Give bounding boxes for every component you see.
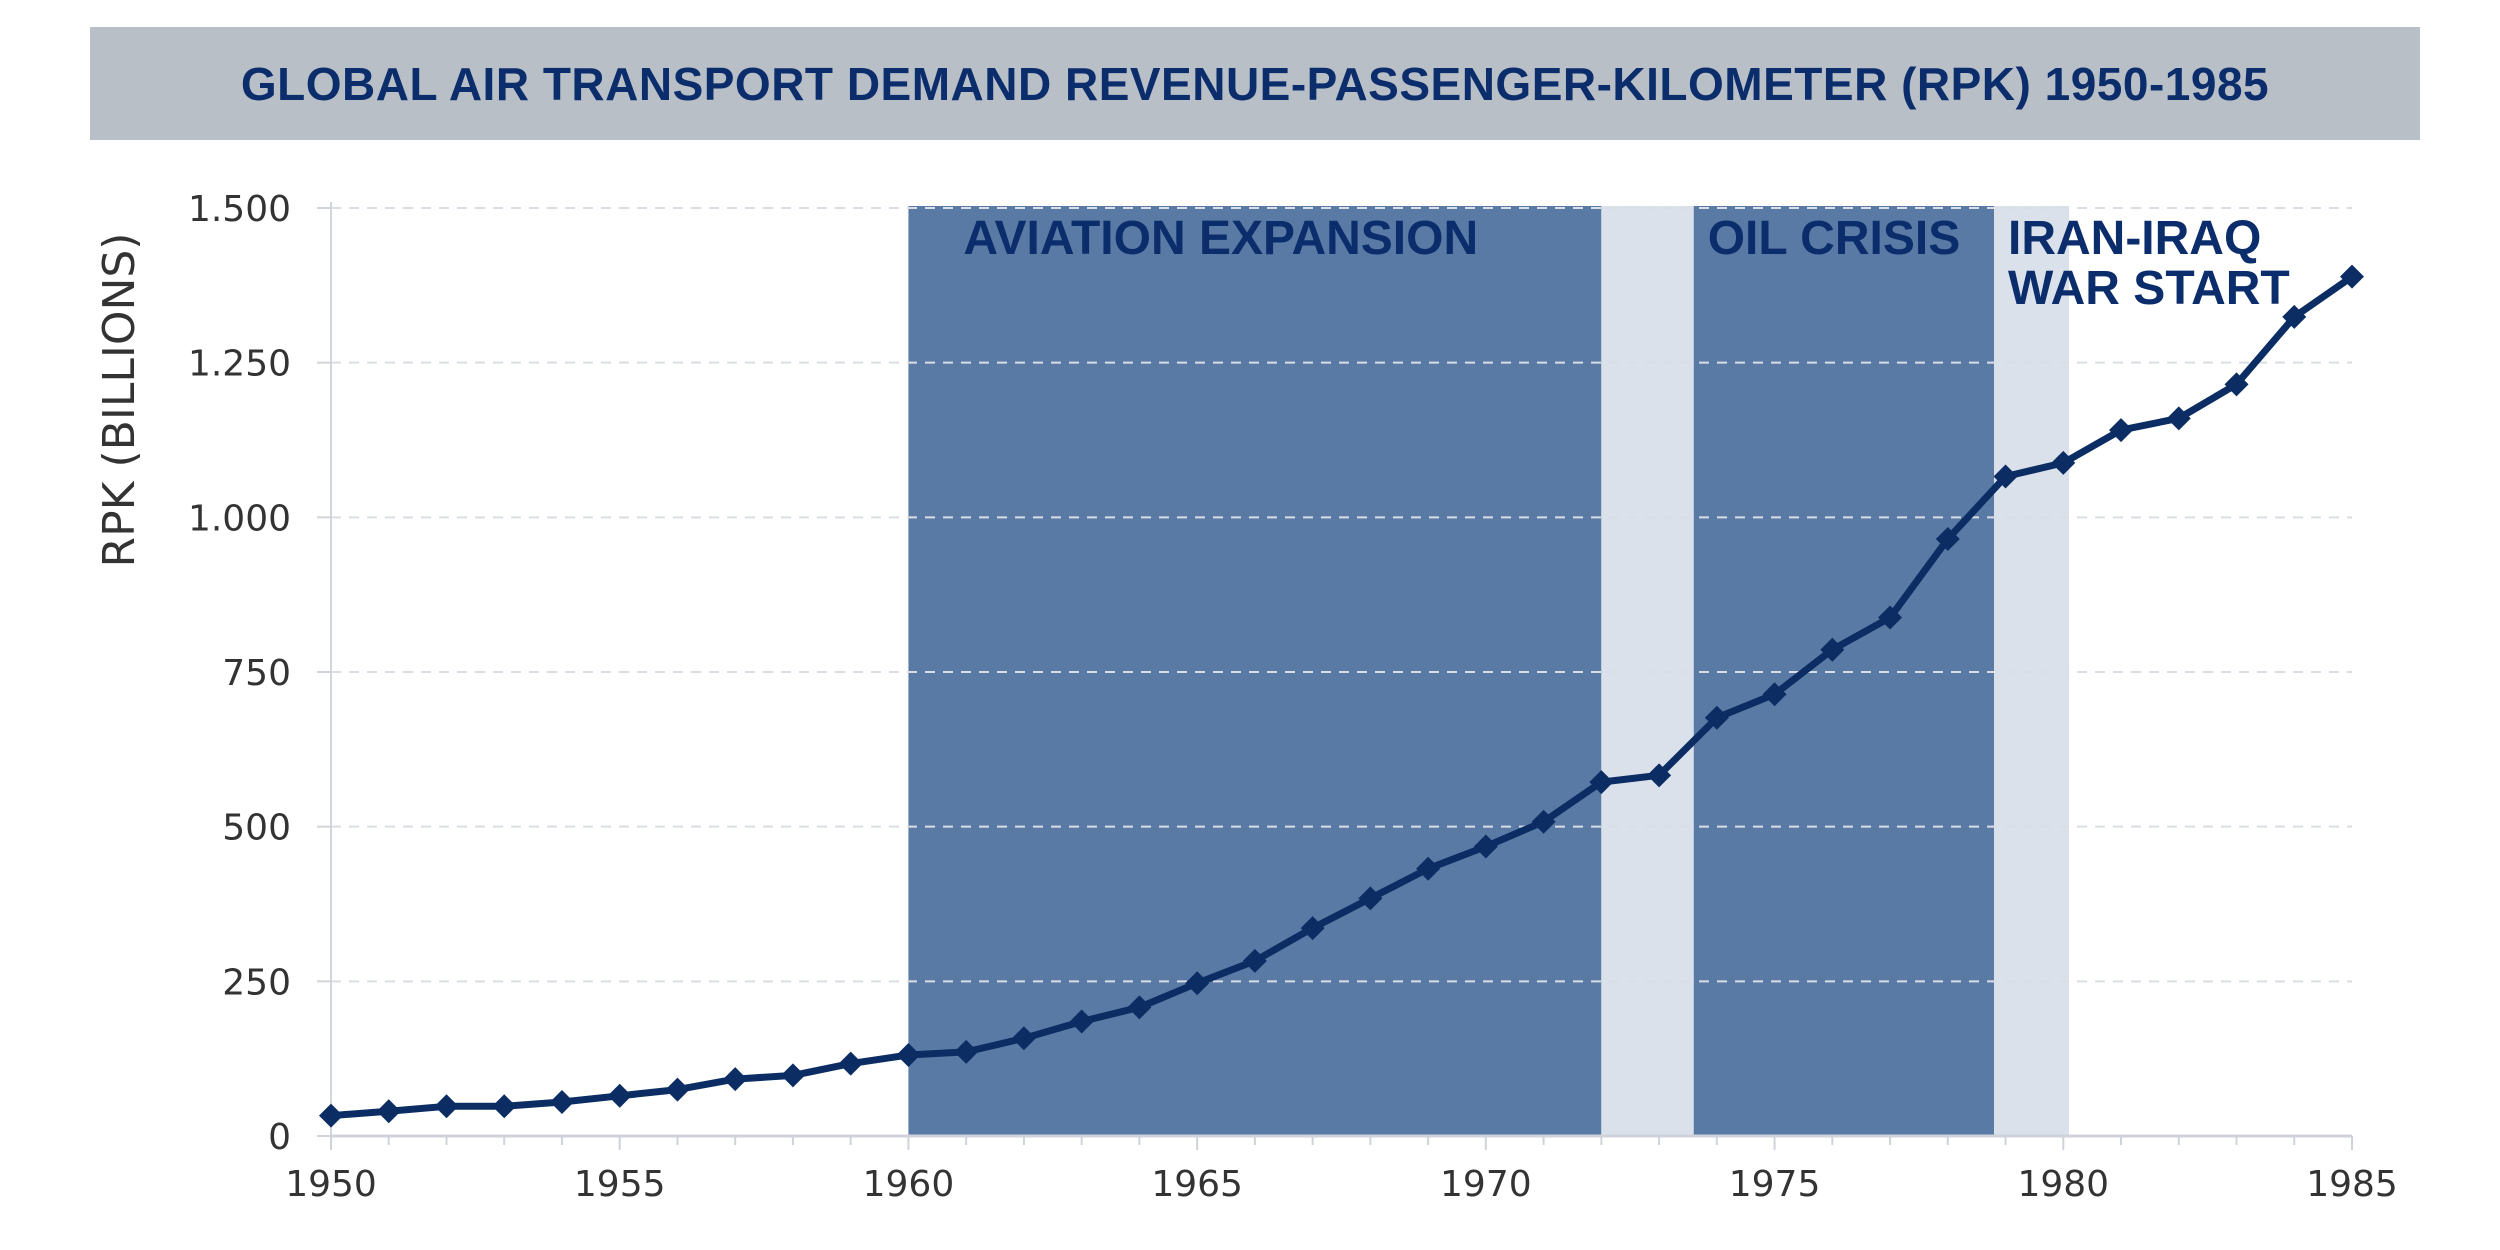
band-label-3-1: WAR START — [2008, 262, 2290, 315]
x-tick-label-4: 1970 — [1440, 1164, 1532, 1205]
data-point-1951 — [376, 1099, 401, 1124]
data-point-1956 — [665, 1077, 690, 1102]
y-tick-label-5: 1.250 — [188, 344, 291, 385]
data-point-1972 — [1589, 770, 1614, 795]
data-point-1976 — [1820, 637, 1845, 662]
data-point-1978 — [1935, 526, 1960, 551]
band-label-0-0: AVIATION EXPANSION — [963, 212, 1478, 265]
data-point-1970 — [1473, 834, 1498, 859]
data-point-1984 — [2282, 304, 2307, 329]
x-tick-label-2: 1960 — [863, 1164, 955, 1205]
data-point-1955 — [607, 1083, 632, 1108]
data-point-1973 — [1647, 763, 1672, 788]
band-label-2-0: OIL CRISIS — [1708, 212, 1961, 265]
data-point-1959 — [838, 1051, 863, 1076]
y-tick-label-2: 500 — [222, 808, 291, 849]
x-tick-label-7: 1985 — [2306, 1164, 2398, 1205]
axes-layer: 0 250 500 750 1.000 1.250 1.500 1950 1955 1960 196… — [188, 189, 2398, 1205]
y-tick-label-6: 1.500 — [188, 189, 291, 230]
data-point-1981 — [2109, 418, 2134, 443]
x-tick-label-6: 1980 — [2017, 1164, 2109, 1205]
data-point-1979 — [1993, 464, 2018, 489]
data-point-1958 — [780, 1063, 805, 1088]
data-point-1980 — [2051, 450, 2076, 475]
y-tick-label-4: 1.000 — [188, 498, 291, 539]
data-point-1982 — [2166, 406, 2191, 431]
x-tick-label-1: 1955 — [574, 1164, 666, 1205]
data-point-1974 — [1704, 705, 1729, 730]
grid-layer — [331, 207, 2352, 983]
data-point-1950 — [319, 1103, 343, 1128]
series-layer — [319, 264, 2364, 1128]
data-point-1957 — [723, 1067, 748, 1092]
data-point-1967 — [1300, 916, 1325, 941]
data-point-1975 — [1762, 682, 1787, 707]
data-point-1964 — [1127, 995, 1152, 1020]
data-point-1966 — [1242, 948, 1267, 973]
band-label-3-0: IRAN-IRAQ — [2008, 212, 2261, 265]
y-tick-label-0: 0 — [268, 1117, 291, 1158]
data-point-1952 — [434, 1094, 459, 1119]
data-point-1968 — [1358, 886, 1383, 911]
x-tick-label-5: 1975 — [1729, 1164, 1821, 1205]
data-point-1969 — [1416, 856, 1441, 881]
chart-title-bar: GLOBAL AIR TRANSPORT DEMAND REVENUE-PASS… — [90, 27, 2420, 140]
data-point-1977 — [1878, 605, 1903, 630]
data-point-1965 — [1185, 971, 1210, 996]
data-point-1960 — [896, 1042, 921, 1067]
x-tick-label-0: 1950 — [285, 1164, 377, 1205]
data-point-1983 — [2224, 372, 2249, 397]
data-point-1971 — [1531, 809, 1556, 834]
data-point-1985 — [2340, 264, 2364, 289]
y-tick-label-1: 250 — [222, 962, 291, 1003]
data-point-1953 — [492, 1094, 517, 1119]
y-tick-label-3: 750 — [222, 653, 291, 694]
data-point-1962 — [1011, 1026, 1036, 1051]
band-label-layer: AVIATION EXPANSION OIL CRISIS IRAN-IRAQWAR… — [963, 212, 2289, 315]
data-point-1963 — [1069, 1009, 1094, 1034]
y-axis-title: RPK (BILLIONS) — [94, 233, 145, 568]
chart-title: GLOBAL AIR TRANSPORT DEMAND REVENUE-PASS… — [240, 57, 2270, 110]
data-point-1954 — [549, 1089, 574, 1114]
data-point-1961 — [954, 1039, 979, 1064]
x-tick-label-3: 1965 — [1151, 1164, 1243, 1205]
